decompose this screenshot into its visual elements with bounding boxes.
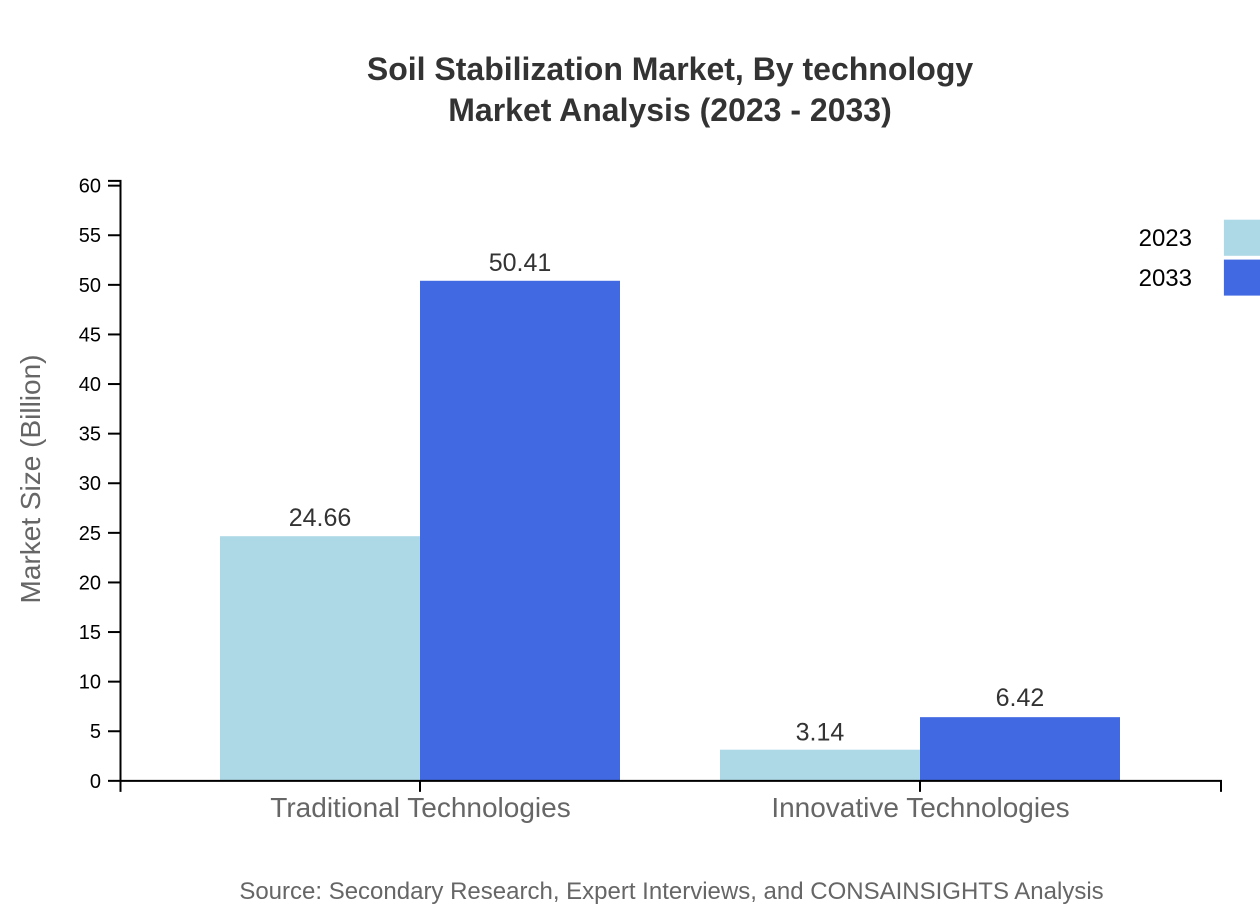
svg-text:Market Analysis (2023 - 2033): Market Analysis (2023 - 2033) bbox=[448, 92, 892, 128]
svg-text:10: 10 bbox=[79, 672, 101, 694]
svg-text:3.14: 3.14 bbox=[796, 719, 845, 747]
svg-text:20: 20 bbox=[79, 572, 101, 594]
svg-text:15: 15 bbox=[79, 622, 101, 644]
svg-text:Soil Stabilization Market, By: Soil Stabilization Market, By technology bbox=[367, 51, 974, 87]
svg-text:5: 5 bbox=[90, 721, 101, 743]
svg-text:35: 35 bbox=[79, 424, 101, 446]
svg-text:2023: 2023 bbox=[1139, 225, 1192, 252]
svg-text:Traditional Technologies: Traditional Technologies bbox=[270, 792, 570, 823]
svg-text:24.66: 24.66 bbox=[289, 504, 352, 532]
svg-text:30: 30 bbox=[79, 473, 101, 495]
svg-text:0: 0 bbox=[90, 771, 101, 793]
svg-text:40: 40 bbox=[79, 374, 101, 396]
svg-text:2033: 2033 bbox=[1139, 265, 1192, 292]
svg-text:Source: Secondary Research, Ex: Source: Secondary Research, Expert Inter… bbox=[239, 878, 1103, 905]
svg-text:50: 50 bbox=[79, 275, 101, 297]
svg-text:25: 25 bbox=[79, 523, 101, 545]
svg-text:45: 45 bbox=[79, 324, 101, 346]
svg-text:6.42: 6.42 bbox=[996, 684, 1045, 712]
svg-text:Innovative Technologies: Innovative Technologies bbox=[771, 792, 1069, 823]
svg-text:55: 55 bbox=[79, 225, 101, 247]
svg-text:50.41: 50.41 bbox=[489, 249, 552, 277]
svg-text:60: 60 bbox=[79, 176, 101, 198]
svg-text:Market Size (Billion): Market Size (Billion) bbox=[15, 355, 46, 604]
